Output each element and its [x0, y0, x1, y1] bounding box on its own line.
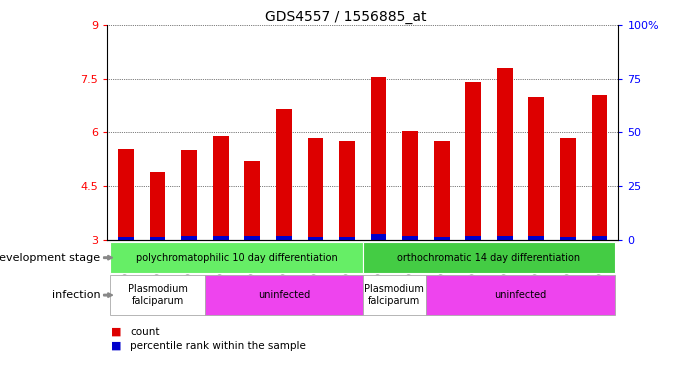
Bar — [276, 237, 292, 240]
Text: Plasmodium
falciparum: Plasmodium falciparum — [364, 284, 424, 306]
Bar — [497, 236, 513, 240]
Bar — [465, 236, 481, 240]
Text: polychromatophilic 10 day differentiation: polychromatophilic 10 day differentiatio… — [135, 253, 337, 263]
Bar — [276, 109, 292, 240]
Bar — [150, 172, 166, 240]
Bar — [402, 131, 418, 240]
Text: orthochromatic 14 day differentiation: orthochromatic 14 day differentiation — [397, 253, 580, 263]
Bar — [434, 237, 450, 240]
Bar — [560, 237, 576, 240]
Bar — [307, 138, 323, 240]
Text: uninfected: uninfected — [495, 290, 547, 300]
Bar — [497, 68, 513, 240]
Bar — [245, 161, 261, 240]
Bar — [370, 77, 386, 240]
Bar — [307, 237, 323, 240]
Bar — [245, 237, 261, 240]
Text: GDS4557 / 1556885_at: GDS4557 / 1556885_at — [265, 10, 426, 23]
Text: ■: ■ — [111, 327, 121, 337]
Text: count: count — [130, 327, 160, 337]
Bar — [213, 136, 229, 240]
Text: infection: infection — [52, 290, 100, 300]
Text: development stage: development stage — [0, 253, 100, 263]
Bar — [181, 236, 197, 240]
Text: Plasmodium
falciparum: Plasmodium falciparum — [128, 284, 187, 306]
Text: ■: ■ — [111, 341, 121, 351]
Bar — [181, 151, 197, 240]
Bar — [529, 97, 545, 240]
Bar — [465, 82, 481, 240]
Bar — [529, 237, 545, 240]
Bar — [339, 141, 355, 240]
Bar — [213, 237, 229, 240]
Text: percentile rank within the sample: percentile rank within the sample — [130, 341, 306, 351]
Bar — [339, 237, 355, 240]
Bar — [118, 237, 134, 240]
Bar — [150, 237, 166, 240]
Bar — [370, 233, 386, 240]
Bar — [434, 141, 450, 240]
Bar — [402, 237, 418, 240]
Bar — [560, 138, 576, 240]
Bar — [591, 95, 607, 240]
Bar — [118, 149, 134, 240]
Bar — [591, 236, 607, 240]
Text: uninfected: uninfected — [258, 290, 310, 300]
